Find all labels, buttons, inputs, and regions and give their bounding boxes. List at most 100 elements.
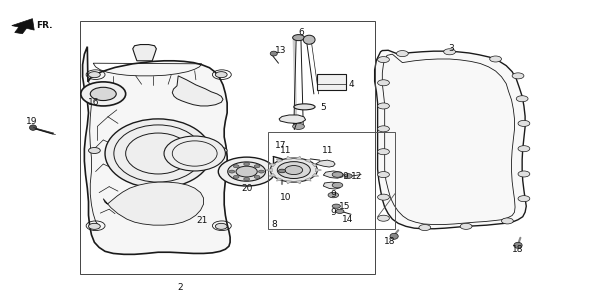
Polygon shape [133,45,156,61]
Ellipse shape [490,56,502,62]
Ellipse shape [270,51,277,56]
Polygon shape [296,180,302,184]
Ellipse shape [293,123,304,129]
Ellipse shape [444,49,455,55]
Ellipse shape [460,223,472,229]
Ellipse shape [378,194,389,200]
Polygon shape [277,159,283,163]
Ellipse shape [233,175,239,178]
Text: 16: 16 [87,98,99,107]
Ellipse shape [244,178,250,181]
Ellipse shape [518,146,530,152]
Text: 14: 14 [342,215,354,224]
Text: 20: 20 [241,184,253,193]
Polygon shape [103,182,204,225]
Polygon shape [286,156,292,160]
Ellipse shape [236,166,257,177]
Text: 9: 9 [330,208,336,217]
Polygon shape [323,182,341,189]
Ellipse shape [244,163,250,166]
Ellipse shape [215,223,227,229]
Polygon shape [312,173,319,176]
Polygon shape [296,156,302,160]
Ellipse shape [278,169,286,173]
Text: 8: 8 [271,220,277,229]
Polygon shape [266,168,272,172]
Ellipse shape [378,103,389,109]
Text: 18: 18 [512,245,524,254]
Text: FR.: FR. [36,21,53,30]
Polygon shape [286,180,292,184]
Ellipse shape [390,233,398,239]
Ellipse shape [378,172,389,178]
Ellipse shape [396,51,408,57]
Text: 11: 11 [322,146,333,155]
Polygon shape [323,171,343,178]
Ellipse shape [336,209,344,213]
Text: 21: 21 [196,216,208,225]
Ellipse shape [90,87,116,101]
Text: 2: 2 [177,283,183,292]
Text: 17: 17 [274,141,286,150]
Ellipse shape [378,149,389,155]
Ellipse shape [502,218,513,224]
Ellipse shape [233,165,239,168]
Ellipse shape [303,35,315,44]
Ellipse shape [254,175,260,178]
Text: 7: 7 [291,123,297,132]
Ellipse shape [164,136,225,171]
Ellipse shape [277,162,310,178]
Text: 4: 4 [348,80,354,89]
Text: 18: 18 [384,237,395,246]
Ellipse shape [88,223,100,229]
Ellipse shape [215,147,227,154]
Text: 13: 13 [274,46,286,55]
Ellipse shape [254,165,260,168]
Text: 12: 12 [351,172,363,181]
Text: 3: 3 [448,44,454,53]
Ellipse shape [88,72,100,78]
Polygon shape [375,50,526,229]
Ellipse shape [378,126,389,132]
Ellipse shape [88,147,100,154]
Polygon shape [12,19,34,34]
Ellipse shape [378,215,389,221]
Text: 19: 19 [25,116,37,126]
Bar [268,132,395,229]
Ellipse shape [512,73,524,79]
Polygon shape [269,173,276,176]
Ellipse shape [81,82,126,106]
Ellipse shape [518,120,530,126]
Polygon shape [316,168,322,172]
Ellipse shape [332,204,340,208]
Polygon shape [277,178,283,181]
Ellipse shape [419,225,431,231]
Text: 9: 9 [330,190,336,199]
Text: 5: 5 [320,103,326,112]
Text: 6: 6 [298,28,304,37]
Ellipse shape [344,174,352,178]
Ellipse shape [332,172,343,177]
Polygon shape [172,76,223,106]
Ellipse shape [378,80,389,86]
Ellipse shape [328,192,339,198]
Ellipse shape [229,170,235,173]
Ellipse shape [518,171,530,177]
Polygon shape [279,115,306,123]
Ellipse shape [270,158,317,182]
Polygon shape [316,160,335,167]
Ellipse shape [228,162,266,181]
Ellipse shape [285,166,303,175]
Bar [80,21,375,274]
Ellipse shape [378,57,389,63]
Ellipse shape [258,170,264,173]
Text: 10: 10 [280,193,292,202]
Ellipse shape [518,196,530,202]
Text: 11: 11 [280,146,292,155]
Ellipse shape [516,96,528,102]
Ellipse shape [218,157,275,186]
Polygon shape [83,47,230,254]
Ellipse shape [293,35,304,41]
Polygon shape [304,178,311,181]
Polygon shape [312,164,319,167]
